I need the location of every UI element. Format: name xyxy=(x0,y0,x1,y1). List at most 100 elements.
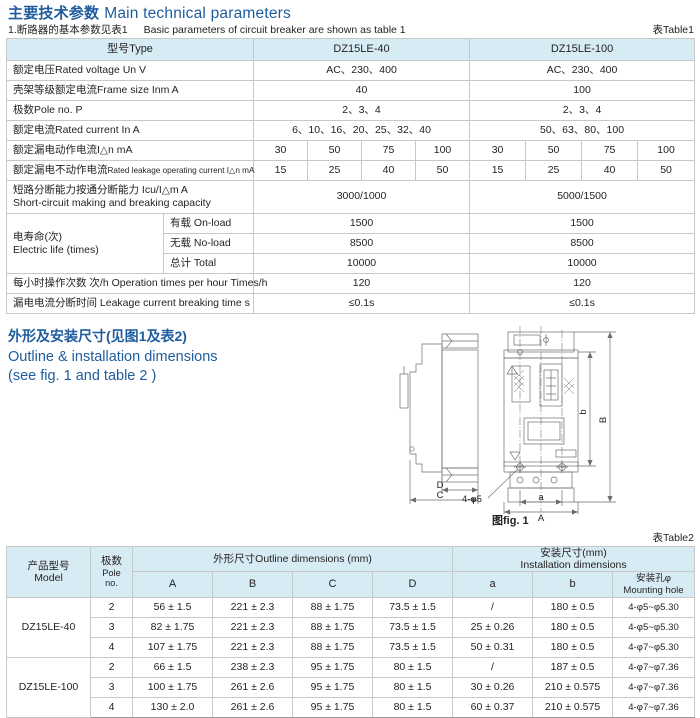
row-rated-voltage-label: 额定电压Rated voltage Un V xyxy=(5,60,255,81)
electric-life-total-40: 10000 xyxy=(253,253,471,274)
table2-col-a: a xyxy=(452,571,534,599)
outline-title-en2: (see fig. 1 and table 2 ) xyxy=(8,368,157,384)
figure-caption: 图fig. 1 xyxy=(492,515,529,527)
operation-times-40: 120 xyxy=(253,273,471,294)
table2-pole: 3 xyxy=(90,677,133,699)
breaking-time-100: ≤0.1s xyxy=(469,293,696,314)
table1-note-en: Basic parameters of circuit breaker are … xyxy=(143,24,406,36)
leakage-non-op-label-cn: 额定漏电不动作电流 xyxy=(13,163,108,176)
leakage-non-op-40-2: 25 xyxy=(307,160,363,181)
table2-pole: 3 xyxy=(90,617,133,639)
electric-life-onload-40: 1500 xyxy=(253,213,471,234)
table1-model-100-header: DZ15LE-100 xyxy=(469,38,696,61)
table-row: 4 130 ± 2.0 261 ± 2.6 95 ± 1.75 80 ± 1.5… xyxy=(7,697,696,718)
table2-col-D: D xyxy=(371,571,454,599)
table2-pole: 4 xyxy=(90,637,133,659)
model-header-en: Model xyxy=(34,572,63,585)
table-row: 漏电电流分断时间 Leakage current breaking time s… xyxy=(5,293,696,314)
row-frame-size-label: 壳架等级额定电流Frame size Inm A xyxy=(5,80,255,101)
table2-a: 60 ± 0.37 xyxy=(452,697,534,718)
row-rated-current-value-40: 6、10、16、20、25、32、40 xyxy=(253,120,471,141)
dim-label-D: D xyxy=(437,480,444,491)
install-header-en: Installation dimensions xyxy=(520,559,627,572)
dim-label-A: A xyxy=(538,513,545,522)
table2-model-dz15le100: DZ15LE-100 xyxy=(6,657,91,718)
table2-D: 80 ± 1.5 xyxy=(371,677,454,699)
breaking-time-40: ≤0.1s xyxy=(253,293,471,314)
table2-hole: 4-φ7~φ7.36 xyxy=(612,697,696,718)
table2-pole: 2 xyxy=(90,597,133,619)
dimensions-table: 产品型号 Model 极数 Pole no. 外形尺寸Outline dimen… xyxy=(6,545,696,718)
table2-col-C: C xyxy=(292,571,373,599)
leakage-operating-40-2: 50 xyxy=(307,140,363,161)
table-row: 额定电流Rated current In A 6、10、16、20、25、32、… xyxy=(5,120,696,141)
table2-D: 80 ± 1.5 xyxy=(371,697,454,718)
row-pole-no-value-100: 2、3、4 xyxy=(469,100,696,121)
row-rated-current-value-100: 50、63、80、100 xyxy=(469,120,696,141)
leakage-non-op-40-3: 40 xyxy=(361,160,417,181)
table2-D: 73.5 ± 1.5 xyxy=(371,597,454,619)
table-row: 短路分断能力按通分断能力 Icu/I△m A Short-circuit mak… xyxy=(5,180,696,214)
table2-a: 25 ± 0.26 xyxy=(452,617,534,639)
table-row: 额定漏电不动作电流Rated leakage operating current… xyxy=(5,160,696,181)
outline-title-cn: 外形及安装尺寸(见图1及表2) xyxy=(8,328,187,344)
table2-col-B: B xyxy=(212,571,293,599)
table2-B: 261 ± 2.6 xyxy=(212,677,293,699)
table-row: 电寿命(次) Electric life (times) 有载 On-load … xyxy=(6,213,696,274)
install-header-cn: 安装尺寸(mm) xyxy=(540,547,607,559)
mounting-hole-header-en: Mounting hole xyxy=(623,584,684,596)
table2-hole: 4-φ5~φ5.30 xyxy=(612,617,696,639)
electric-life-noload-100: 8500 xyxy=(469,233,696,254)
table2-B: 221 ± 2.3 xyxy=(212,597,293,619)
table2-col-mounting-hole: 安装孔φ Mounting hole xyxy=(612,571,696,599)
leakage-non-op-100-4: 50 xyxy=(637,160,696,181)
table2-container: 产品型号 Model 极数 Pole no. 外形尺寸Outline dimen… xyxy=(6,545,696,718)
table2-B: 221 ± 2.3 xyxy=(212,617,293,639)
electric-life-total-label: 总计 Total xyxy=(162,253,255,274)
table-row: 3 82 ± 1.75 221 ± 2.3 88 ± 1.75 73.5 ± 1… xyxy=(7,617,696,639)
leakage-operating-100-3: 75 xyxy=(581,140,639,161)
table2-pole: 4 xyxy=(90,697,133,718)
table2-b: 210 ± 0.575 xyxy=(532,677,614,699)
leakage-non-op-40-4: 50 xyxy=(415,160,471,181)
table2-A: 130 ± 2.0 xyxy=(132,697,213,718)
table2-D: 80 ± 1.5 xyxy=(371,657,454,679)
row-rated-voltage-value-40: AC、230、400 xyxy=(253,60,471,81)
table-row: 4 107 ± 1.75 221 ± 2.3 88 ± 1.75 73.5 ± … xyxy=(7,637,696,659)
model-header-cn: 产品型号 xyxy=(27,560,70,572)
outline-drawing: D C a A 4-φ5 b B xyxy=(380,322,680,522)
leakage-non-op-100-1: 15 xyxy=(469,160,527,181)
table2-a: / xyxy=(452,597,534,619)
table2-model-header: 产品型号 Model xyxy=(6,545,91,599)
table2-C: 88 ± 1.75 xyxy=(292,637,373,659)
table2-D: 73.5 ± 1.5 xyxy=(371,637,454,659)
electric-life-total-100: 10000 xyxy=(469,253,696,274)
row-leakage-non-operating-label: 额定漏电不动作电流Rated leakage operating current… xyxy=(5,160,254,181)
row-pole-no-label: 极数Pole no. P xyxy=(5,100,255,121)
table2-sub-header-row: A B C D a b 安装孔φ Mounting hole xyxy=(7,571,696,599)
row-electric-life-label: 电寿命(次) Electric life (times) xyxy=(6,213,164,274)
short-circuit-value-100: 5000/1500 xyxy=(469,180,696,214)
table2-hole: 4-φ7~φ5.30 xyxy=(612,637,696,659)
table1-model-40-header: DZ15LE-40 xyxy=(253,38,471,61)
table2-C: 88 ± 1.75 xyxy=(292,617,373,639)
row-pole-no-value-40: 2、3、4 xyxy=(253,100,471,121)
table2-A: 107 ± 1.75 xyxy=(132,637,213,659)
table-row: 每小时操作次数 次/h Operation times per hour Tim… xyxy=(5,273,696,294)
table2-C: 95 ± 1.75 xyxy=(292,677,373,699)
table2-a: 30 ± 0.26 xyxy=(452,677,534,699)
leakage-non-op-100-2: 25 xyxy=(525,160,583,181)
leakage-operating-40-4: 100 xyxy=(415,140,471,161)
table2-col-b: b xyxy=(532,571,614,599)
table2-A: 56 ± 1.5 xyxy=(132,597,213,619)
table2-pole: 2 xyxy=(90,657,133,679)
table2-b: 180 ± 0.5 xyxy=(532,637,614,659)
row-frame-size-value-40: 40 xyxy=(253,80,471,101)
electric-life-noload-40: 8500 xyxy=(253,233,471,254)
table2-B: 238 ± 2.3 xyxy=(212,657,293,679)
table2-A: 100 ± 1.75 xyxy=(132,677,213,699)
table2-model-dz15le40: DZ15LE-40 xyxy=(6,597,91,659)
row-rated-current-label: 额定电流Rated current In A xyxy=(5,120,255,141)
leakage-operating-100-4: 100 xyxy=(637,140,696,161)
table-row: DZ15LE-40 2 56 ± 1.5 221 ± 2.3 88 ± 1.75… xyxy=(6,597,696,659)
